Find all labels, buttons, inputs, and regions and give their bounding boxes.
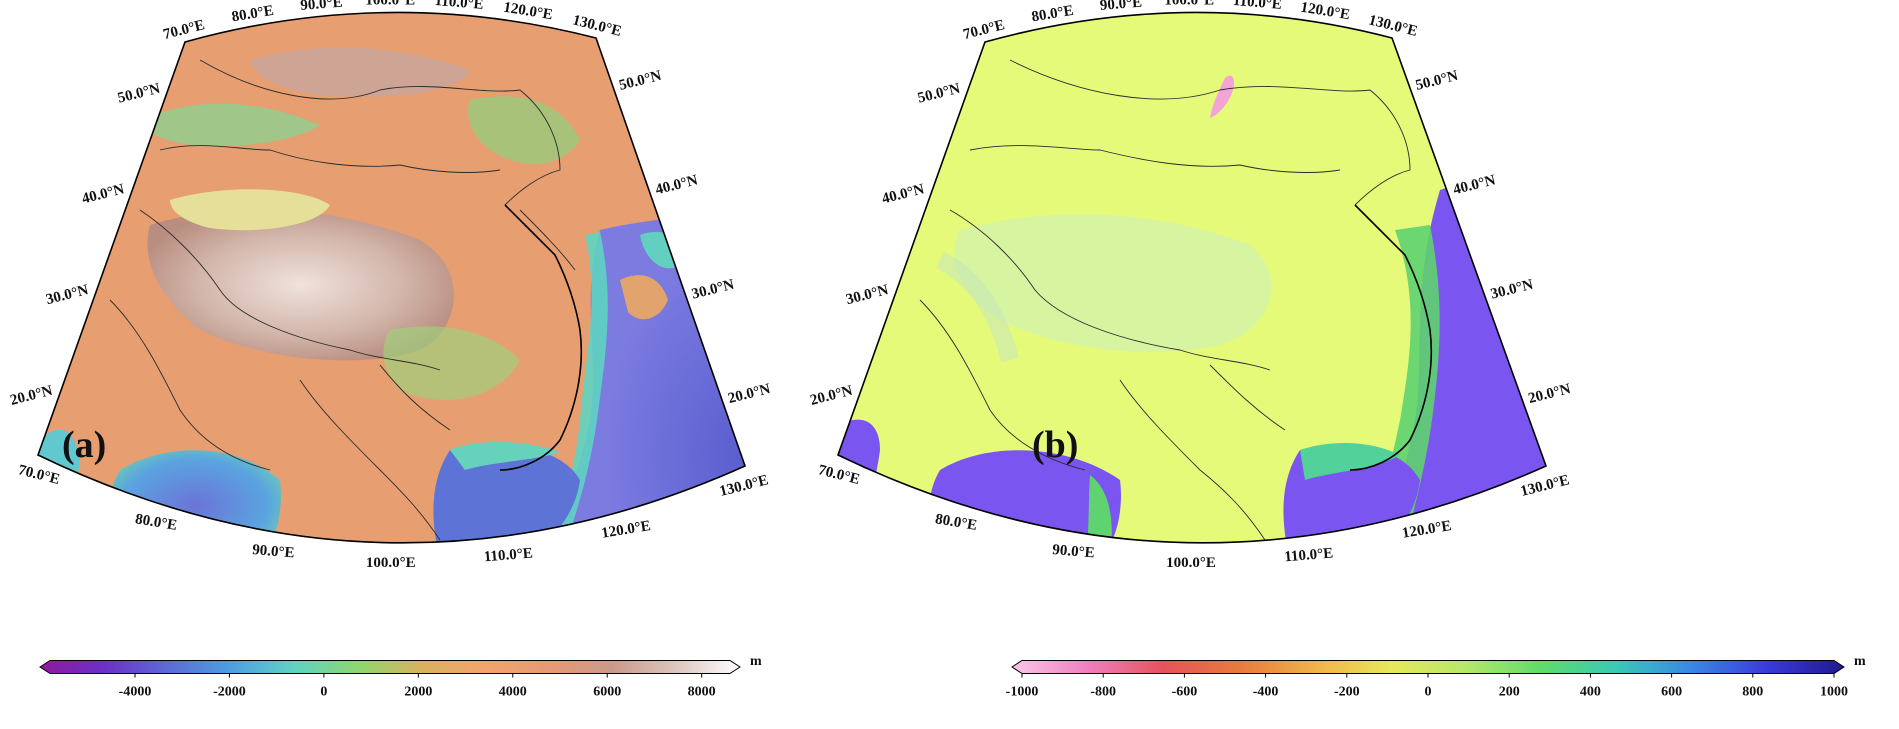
map-panel-a: (a) 70.0°E 80.0°E 90.0°E 100.0°E 110.0°E 120.… xyxy=(9,0,773,571)
map-frame-b xyxy=(837,11,1548,544)
bottom-lon-label: 90.0°E xyxy=(1052,542,1095,561)
left-lat-label: 20.0°N xyxy=(9,383,55,409)
right-lat-label: 20.0°N xyxy=(726,381,772,407)
gulf-shelf-a xyxy=(450,442,560,470)
colorbar-bar xyxy=(1011,660,1845,674)
map-frame-a xyxy=(37,11,746,544)
colorbar-tick-label: 6000 xyxy=(593,685,621,700)
colorbar-tick-label: -2000 xyxy=(213,685,246,700)
colorbar-tick-label: 400 xyxy=(1580,685,1601,700)
right-lat-label: 30.0°N xyxy=(690,277,736,303)
himalaya-band-b xyxy=(935,251,1019,363)
country-borders-a xyxy=(109,59,576,541)
bottom-lon-label: 100.0°E xyxy=(1166,555,1216,571)
right-lat-label: 20.0°N xyxy=(1527,381,1573,407)
bottom-lon-label: 90.0°E xyxy=(252,542,295,561)
top-lon-label: 100.0°E xyxy=(1164,0,1214,9)
colorbar-tick-label: -1000 xyxy=(1006,685,1039,700)
pacific-ocean-b xyxy=(1380,160,1546,543)
coastline-b xyxy=(1349,204,1433,471)
colorbar-b: -1000 -800 -600 -400 -200 0 200 400 600 800 1000 m xyxy=(1006,654,1866,700)
bottom-lon-label: 100.0°E xyxy=(366,555,416,571)
left-lat-label: 20.0°N xyxy=(809,383,855,409)
top-lon-label: 80.0°E xyxy=(231,3,275,26)
bottom-lon-label: 130.0°E xyxy=(1519,472,1571,500)
bottom-lon-label: 110.0°E xyxy=(1284,545,1334,565)
tianshan-region-a xyxy=(140,103,320,147)
right-lat-label: 50.0°N xyxy=(617,68,663,94)
japan-land-a xyxy=(620,275,668,320)
left-lat-label: 50.0°N xyxy=(116,81,162,107)
colorbar-tick-label: 4000 xyxy=(499,685,527,700)
bottom-lon-label: 80.0°E xyxy=(134,511,178,534)
top-lon-label: 100.0°E xyxy=(365,0,415,9)
colorbar-tick-label: 600 xyxy=(1661,685,1682,700)
colorbar-tick-label: -200 xyxy=(1334,685,1360,700)
colorbar-tick-label: 200 xyxy=(1499,685,1520,700)
bottom-lon-label: 110.0°E xyxy=(483,545,533,565)
colorbar-tick-label: 8000 xyxy=(688,685,716,700)
colorbar-unit: m xyxy=(750,654,762,669)
colorbar-tick-label: 800 xyxy=(1742,685,1763,700)
top-lon-label: 110.0°E xyxy=(1232,0,1282,13)
plateau-region-b xyxy=(954,214,1272,352)
philippines-land-b xyxy=(1510,505,1540,537)
colorbar-tick-label: -4000 xyxy=(119,685,152,700)
left-lat-label: 40.0°N xyxy=(80,181,126,207)
coastal-shelf-a xyxy=(545,232,608,543)
south-china-sea-a xyxy=(433,445,580,543)
panel-label-b: (b) xyxy=(1032,424,1078,466)
colorbar-a: -4000 -2000 0 2000 4000 6000 8000 m xyxy=(39,654,762,700)
country-borders-b xyxy=(919,59,1411,541)
top-lon-label: 110.0°E xyxy=(434,0,484,13)
coastal-shelf-b xyxy=(1360,225,1440,543)
coastline-a xyxy=(499,204,583,471)
plateau-region-a xyxy=(147,209,454,361)
left-lat-label: 30.0°N xyxy=(44,282,90,308)
colorbar-tick-label: 2000 xyxy=(404,685,432,700)
colorbar-tick-label: -600 xyxy=(1172,685,1198,700)
tarim-basin-a xyxy=(170,189,330,231)
right-lat-label: 50.0°N xyxy=(1414,68,1460,94)
left-lat-label: 30.0°N xyxy=(844,282,890,308)
arabian-sea-b xyxy=(838,419,880,543)
colorbar-tick-label: -800 xyxy=(1090,685,1116,700)
colorbar-tick-label: -400 xyxy=(1253,685,1279,700)
right-lat-label: 40.0°N xyxy=(1452,172,1498,198)
left-lat-label: 40.0°N xyxy=(880,181,926,207)
mongolia-mountains-a xyxy=(250,47,470,97)
map-panel-b: (b) 70.0°E 80.0°E 90.0°E 100.0°E 110.0°E 120.… xyxy=(809,0,1608,571)
right-lat-label: 40.0°N xyxy=(654,172,700,198)
top-lon-label: 90.0°E xyxy=(300,0,343,14)
colorbar-tick-label: 0 xyxy=(1425,685,1432,700)
right-lat-label: 30.0°N xyxy=(1489,277,1535,303)
sea-of-japan-shelf-b xyxy=(1470,221,1535,263)
colorbar-tick-label: 0 xyxy=(320,685,327,700)
northeast-forest-a xyxy=(468,96,580,164)
colorbar-bar xyxy=(39,660,741,674)
bottom-lon-label: 70.0°E xyxy=(817,462,862,488)
bottom-lon-label: 120.0°E xyxy=(600,518,652,542)
island-shelf-b xyxy=(1590,348,1608,362)
south-hills-a xyxy=(383,326,520,400)
top-lon-label: 90.0°E xyxy=(1099,0,1142,14)
top-lon-label: 80.0°E xyxy=(1030,3,1074,26)
colorbar-tick-label: 1000 xyxy=(1820,685,1848,700)
panel-label-a: (a) xyxy=(62,424,106,466)
bottom-lon-label: 80.0°E xyxy=(934,511,978,534)
colorbar-unit: m xyxy=(1854,654,1866,669)
left-lat-label: 50.0°N xyxy=(916,81,962,107)
bottom-lon-label: 70.0°E xyxy=(17,462,62,488)
bottom-lon-label: 130.0°E xyxy=(718,472,770,500)
pink-anomaly-b xyxy=(1210,75,1235,118)
gulf-shelf-b xyxy=(1300,443,1400,480)
bottom-lon-label: 120.0°E xyxy=(1401,518,1453,542)
